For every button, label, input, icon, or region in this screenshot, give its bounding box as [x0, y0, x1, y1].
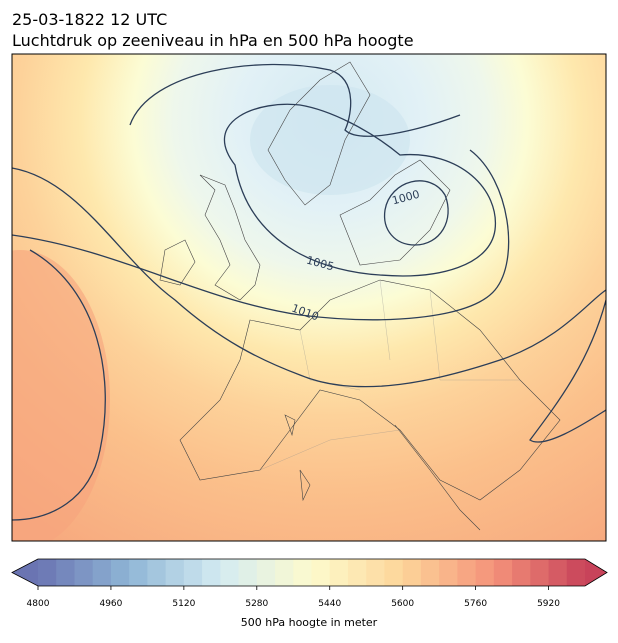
- colorbar-band: [147, 559, 167, 586]
- height-field-low: [12, 250, 110, 541]
- colorbar-band: [493, 559, 513, 586]
- isobar: [12, 167, 606, 388]
- colorbar-band: [512, 559, 531, 586]
- colorbar-tick-label: 5120: [172, 599, 195, 609]
- colorbar-band: [366, 559, 385, 586]
- colorbar-band: [311, 559, 331, 586]
- map-frame: [11, 53, 607, 542]
- colorbar-band: [475, 559, 495, 586]
- coastline: [267, 61, 371, 206]
- colorbar-band: [347, 559, 367, 586]
- colorbar-band: [220, 559, 240, 586]
- colorbar-band: [92, 559, 112, 586]
- colorbar-band: [56, 559, 75, 586]
- colorbar-band: [420, 559, 440, 586]
- colorbar-extension-high: [585, 559, 607, 586]
- colorbar-band: [439, 559, 458, 586]
- colorbar-band: [165, 559, 185, 586]
- colorbar-band: [183, 559, 203, 586]
- coastline: [394, 424, 481, 531]
- title-date: 25-03-1822 12 UTC: [12, 10, 167, 29]
- isobar: [529, 299, 606, 443]
- colorbar-band: [110, 559, 130, 586]
- colorbar-band: [256, 559, 276, 586]
- colorbar-band: [329, 559, 349, 586]
- colorbar-tick-label: 5600: [391, 599, 414, 609]
- coastline: [199, 174, 261, 301]
- colorbar-tick-label: 4960: [99, 599, 122, 609]
- coastline: [179, 279, 561, 501]
- colorbar-label: 500 hPa hoogte in meter: [241, 616, 378, 629]
- coastline: [284, 414, 311, 502]
- coastline: [339, 159, 451, 266]
- isobar: [223, 103, 497, 277]
- colorbar-band: [548, 559, 568, 586]
- colorbar-outline: [11, 558, 608, 587]
- isobar: [383, 180, 449, 246]
- colorbar-band: [566, 559, 586, 586]
- isobar: [12, 249, 106, 521]
- colorbar-tick-label: 5280: [245, 599, 268, 609]
- colorbar-band: [402, 559, 422, 586]
- colorbar-tick-label: 5440: [318, 599, 341, 609]
- colorbar-band: [74, 559, 94, 586]
- colorbar-tick-label: 5920: [537, 599, 560, 609]
- map: 1000 1005 1010: [12, 54, 606, 541]
- colorbar-band: [457, 559, 477, 586]
- colorbar-tick-label: 4800: [27, 599, 50, 609]
- colorbar-band: [530, 559, 550, 586]
- colorbar-band: [293, 559, 312, 586]
- colorbar-extension-low: [12, 559, 38, 586]
- colorbar-band: [384, 559, 404, 586]
- colorbar-tick-label: 5760: [464, 599, 487, 609]
- title-description: Luchtdruk op zeeniveau in hPa en 500 hPa…: [12, 31, 414, 50]
- height-field-trough: [250, 85, 410, 195]
- colorbar-band: [38, 559, 57, 586]
- isobar: [129, 63, 461, 137]
- colorbar-band: [129, 559, 148, 586]
- colorbar: 4800 4960 5120 5280 5440 5600 5760 5920: [11, 558, 608, 609]
- colorbar-band: [238, 559, 258, 586]
- colorbar-band: [275, 559, 294, 586]
- colorbar-band: [202, 559, 221, 586]
